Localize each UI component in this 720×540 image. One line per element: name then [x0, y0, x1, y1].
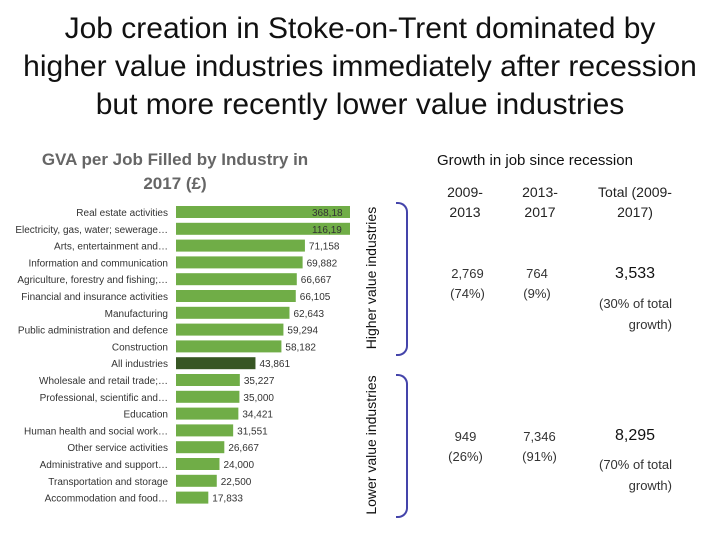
bar-accommodation-and-food: [176, 491, 209, 504]
bar-construction: [176, 340, 282, 353]
higher-2009-2013: 2,769 (74%): [450, 266, 485, 301]
value-label-electricity-gas-water-sewerage: 116,19: [312, 225, 342, 236]
value-label-financial-and-insurance-activities: 66,105: [300, 292, 331, 303]
category-label-arts-entertainment-and: Arts, entertainment and…: [54, 242, 168, 253]
category-label-information-and-communication: Information and communication: [28, 258, 168, 269]
lower-value-label: Lower value industries: [363, 375, 379, 515]
higher-value-bracket: [396, 202, 408, 356]
category-label-human-health-and-social-work: Human health and social work…: [24, 426, 168, 437]
higher-total-share: (30% of total growth): [599, 296, 672, 332]
chart-title: GVA per Job Filled by Industry in 2017 (…: [30, 148, 320, 196]
value-label-real-estate-activities: 368,18: [312, 208, 343, 219]
bar-public-administration-and-defence: [176, 323, 284, 336]
value-label-administrative-and-support: 24,000: [223, 460, 254, 471]
lower-2013-2017: 7,346 (91%): [522, 429, 557, 464]
value-label-education: 34,421: [242, 410, 273, 421]
bar-all-industries: [176, 357, 256, 370]
bar-electricity-gas-water-sewerage: [176, 222, 350, 235]
value-label-construction: 58,182: [285, 342, 316, 353]
growth-title: Growth in job since recession: [437, 152, 633, 169]
category-label-construction: Construction: [112, 342, 168, 353]
category-label-administrative-and-support: Administrative and support…: [40, 460, 168, 471]
value-label-manufacturing: 62,643: [293, 309, 324, 320]
category-label-all-industries: All industries: [111, 359, 168, 370]
value-label-transportation-and-storage: 22,500: [221, 477, 252, 488]
category-label-other-service-activities: Other service activities: [67, 443, 168, 454]
chart-title-line-2: 2017 (£): [143, 174, 207, 193]
bar-professional-scientific-and: [176, 390, 240, 403]
header-2009-2013: 2009-2013: [447, 184, 483, 220]
bar-human-health-and-social-work: [176, 424, 234, 437]
bar-administrative-and-support: [176, 458, 220, 470]
bar-real-estate-activities: [176, 206, 350, 218]
bar-manufacturing: [176, 306, 290, 319]
value-label-other-service-activities: 26,667: [228, 443, 259, 454]
higher-value-label: Higher value industries: [363, 206, 379, 350]
value-label-public-administration-and-defence: 59,294: [287, 326, 318, 337]
category-label-transportation-and-storage: Transportation and storage: [48, 477, 168, 488]
category-label-wholesale-and-retail-trade: Wholesale and retail trade;…: [39, 376, 168, 387]
category-label-professional-scientific-and: Professional, scientific and…: [40, 393, 168, 404]
lower-total-share: (70% of total growth): [599, 457, 672, 493]
gva-bar-chart: Real estate activities 368,18 Electricity,…: [15, 206, 350, 505]
category-label-accommodation-and-food: Accommodation and food…: [45, 494, 168, 505]
bar-information-and-communication: [176, 256, 303, 269]
slide-title: Job creation in Stoke-on-Trent dominated…: [0, 10, 720, 124]
bar-agriculture-forestry-and-fishing: [176, 273, 297, 286]
bar-education: [176, 407, 239, 420]
bar-financial-and-insurance-activities: [176, 290, 296, 302]
chart-title-line-1: GVA per Job Filled by Industry in: [41, 150, 309, 169]
category-label-electricity-gas-water-sewerage: Electricity, gas, water; sewerage…: [15, 225, 168, 236]
header-2013-2017: 2013-2017: [522, 184, 558, 220]
slide-title-line-1: Job creation in Stoke-on-Trent dominated…: [64, 12, 656, 45]
value-label-information-and-communication: 69,882: [307, 258, 338, 269]
value-label-accommodation-and-food: 17,833: [212, 494, 243, 505]
category-label-public-administration-and-defence: Public administration and defence: [18, 326, 169, 337]
category-label-manufacturing: Manufacturing: [105, 309, 168, 320]
bar-transportation-and-storage: [176, 474, 217, 487]
value-label-human-health-and-social-work: 31,551: [237, 426, 268, 437]
higher-2013-2017: 764 (9%): [523, 266, 551, 301]
category-label-agriculture-forestry-and-fishing: Agriculture, forestry and fishing;…: [17, 275, 168, 286]
lower-2009-2013: 949 (26%): [448, 429, 483, 464]
category-label-education: Education: [124, 410, 168, 421]
slide-title-line-2: higher value industries immediately afte…: [23, 50, 697, 83]
lower-value-group: Lower value industries: [352, 372, 412, 518]
bar-wholesale-and-retail-trade: [176, 374, 240, 386]
category-label-financial-and-insurance-activities: Financial and insurance activities: [21, 292, 168, 303]
value-label-professional-scientific-and: 35,000: [243, 393, 274, 404]
slide-title-line-3: but more recently lower value industries: [95, 88, 625, 121]
lower-value-bracket: [396, 374, 408, 518]
bar-arts-entertainment-and: [176, 239, 305, 252]
header-total: Total (2009-2017): [598, 184, 672, 220]
higher-value-group: Higher value industries: [352, 200, 412, 356]
value-label-arts-entertainment-and: 71,158: [309, 242, 340, 253]
value-label-agriculture-forestry-and-fishing: 66,667: [301, 275, 332, 286]
value-label-wholesale-and-retail-trade: 35,227: [244, 376, 275, 387]
lower-total: 8,295: [614, 427, 656, 444]
higher-total: 3,533: [614, 265, 656, 282]
value-label-all-industries: 43,861: [259, 359, 290, 370]
category-label-real-estate-activities: Real estate activities: [76, 208, 168, 219]
bar-other-service-activities: [176, 441, 225, 454]
